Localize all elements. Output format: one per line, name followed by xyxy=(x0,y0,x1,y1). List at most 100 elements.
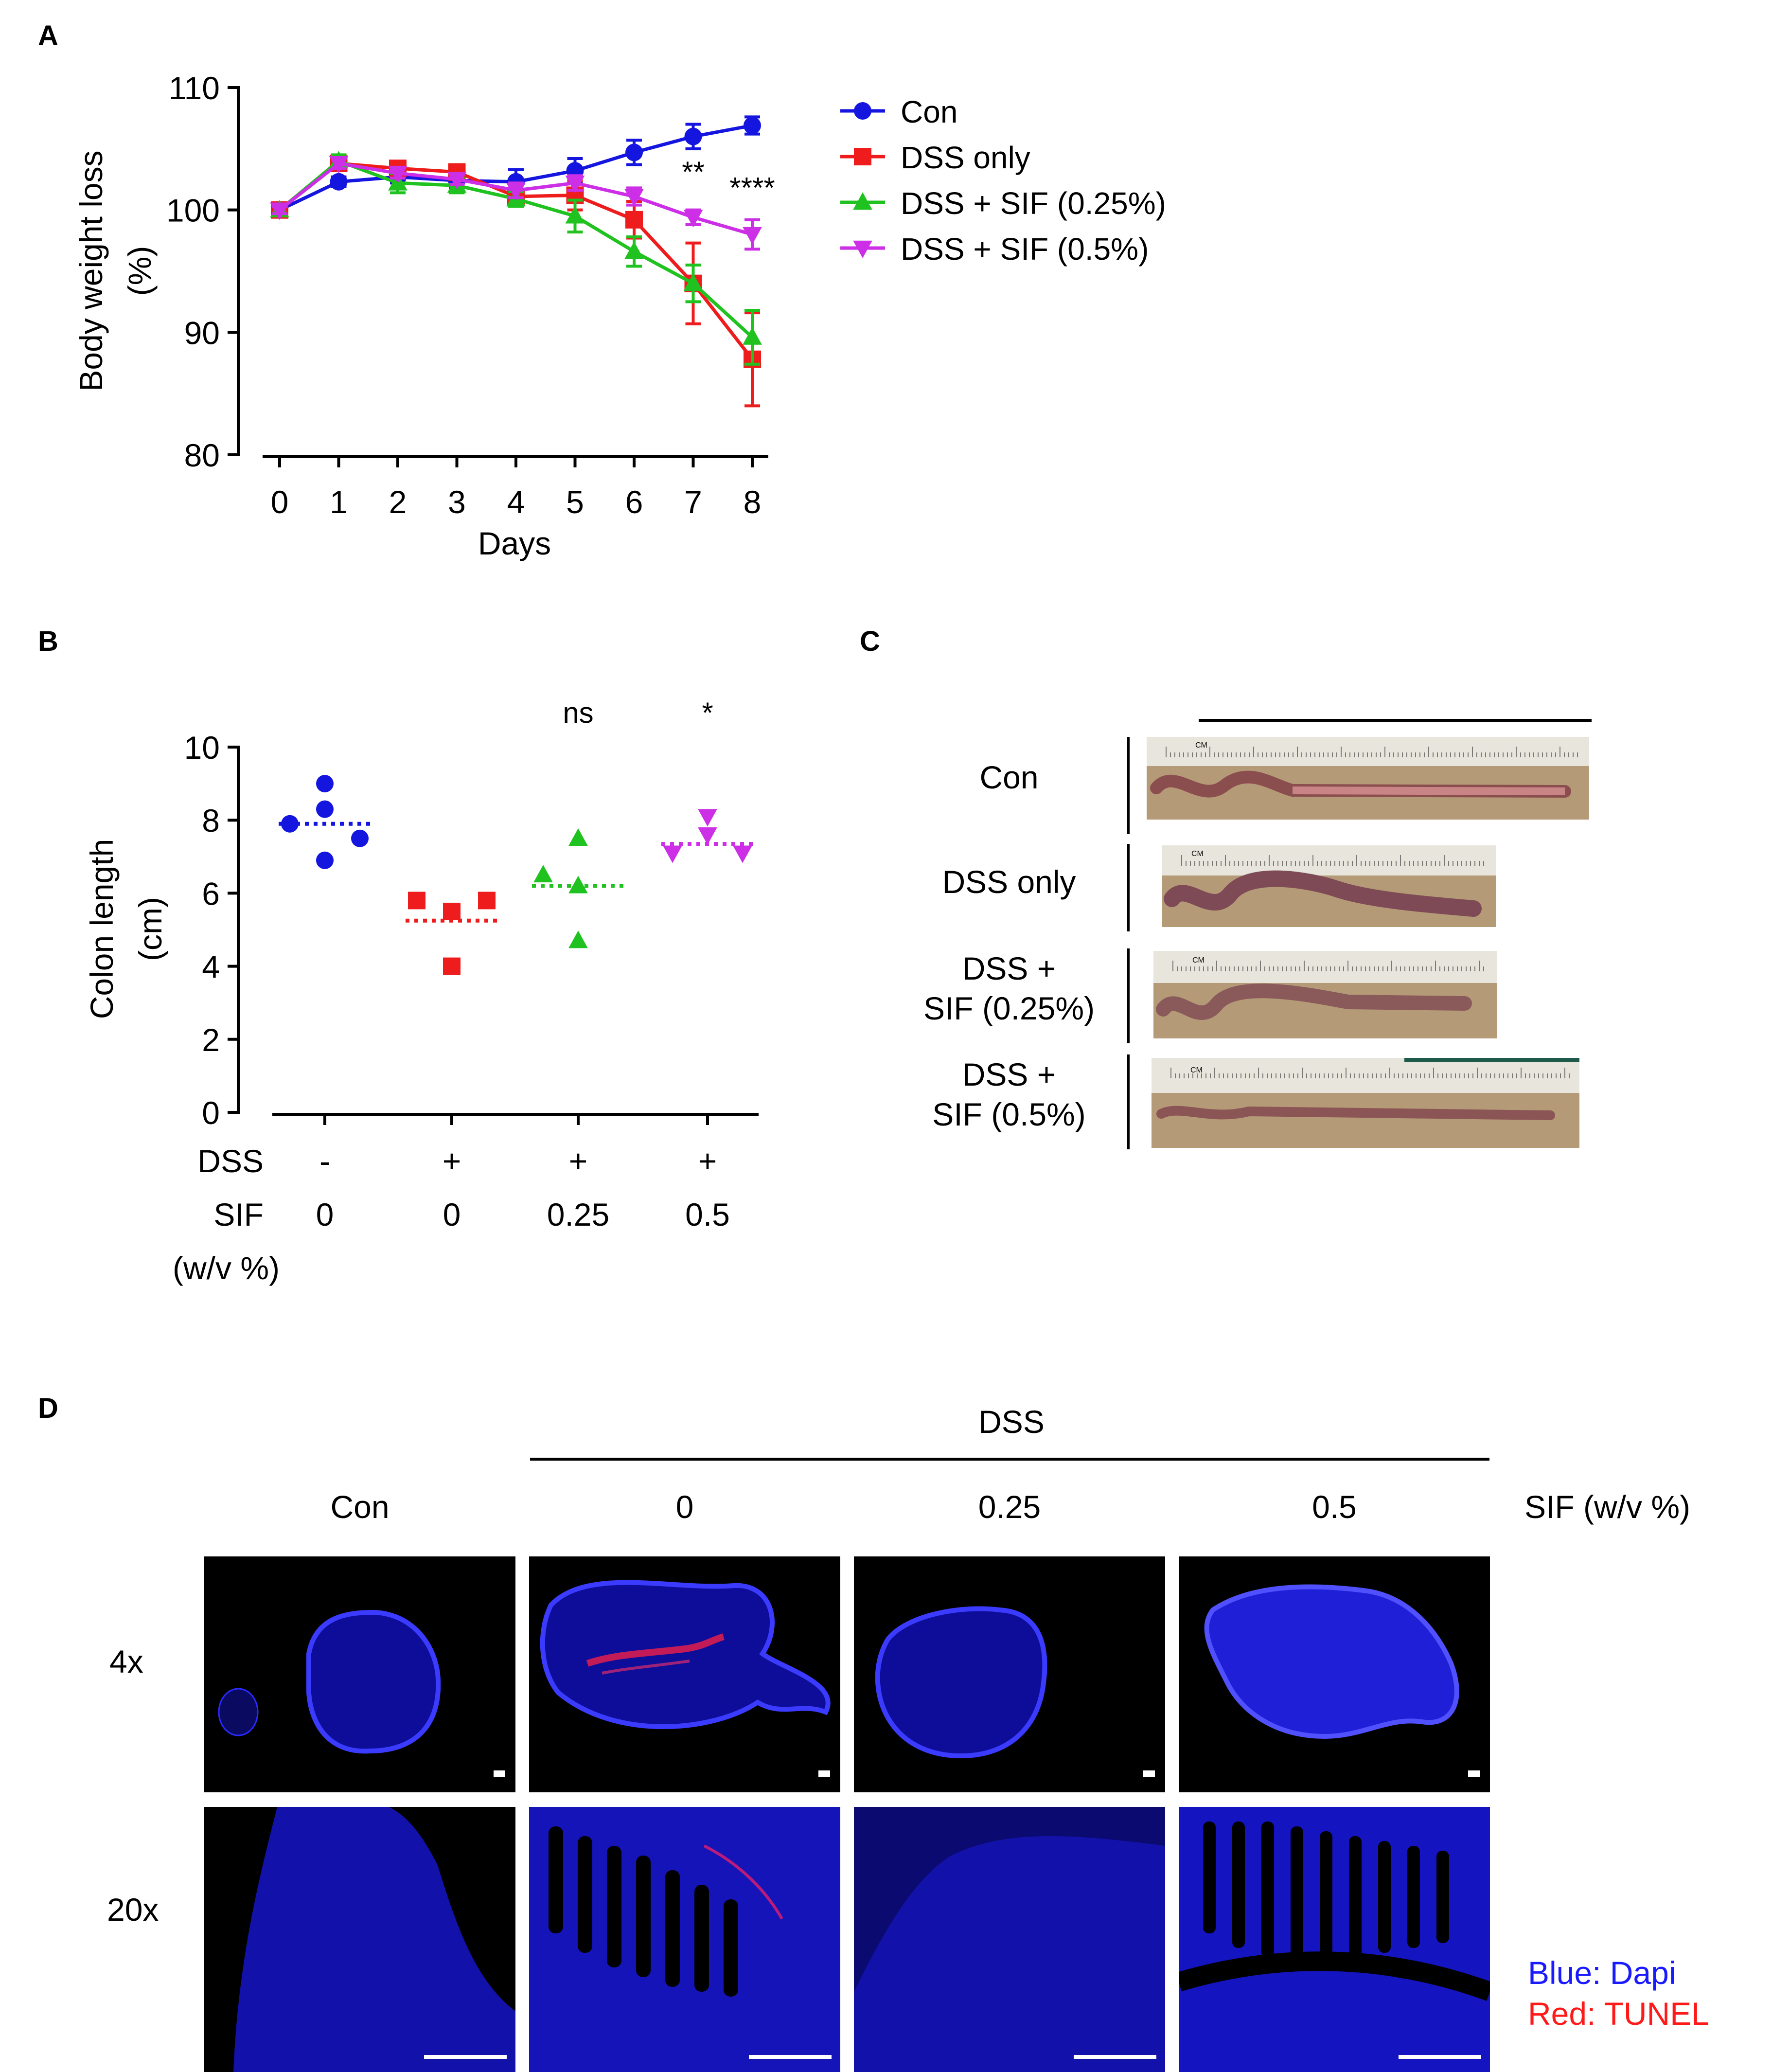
column-label-con: Con xyxy=(330,1489,390,1525)
colon-photo-sif-05: CM xyxy=(1152,1058,1579,1148)
x-tick-label: 5 xyxy=(566,484,584,520)
micrograph-4x-con xyxy=(204,1556,515,1792)
data-point xyxy=(663,845,682,863)
x-tick-label: 2 xyxy=(389,484,407,520)
data-point xyxy=(329,156,349,174)
colon-photo-sif-025-drawing: CM xyxy=(1153,951,1497,1038)
row-value: 0 xyxy=(316,1197,334,1232)
divider-line xyxy=(1127,844,1130,931)
data-point xyxy=(565,176,585,193)
row-value: 0.25 xyxy=(547,1197,609,1232)
data-point xyxy=(698,809,717,827)
colon-photo-con-drawing: CM xyxy=(1147,737,1589,820)
row-value: - xyxy=(319,1143,330,1179)
data-point xyxy=(743,327,762,345)
y-axis-label: Body weight loss xyxy=(73,150,109,391)
data-point xyxy=(388,165,408,183)
data-point xyxy=(733,845,752,863)
legend-label: DSS + SIF (0.5%) xyxy=(901,232,1149,267)
y-tick-label: 100 xyxy=(166,193,220,229)
data-point xyxy=(568,828,588,846)
y-tick-label: 6 xyxy=(202,875,220,911)
divider-line xyxy=(1127,1054,1130,1149)
data-point xyxy=(443,902,461,920)
data-point xyxy=(624,189,644,207)
data-point xyxy=(506,183,526,201)
colon-length-chart: 0 2 4 6 8 10 Colon length (cm) ns * DSS - + + + SIF 0 0 0.… xyxy=(84,697,759,1286)
data-point xyxy=(684,127,702,145)
significance-label: * xyxy=(702,697,713,729)
micrograph-20x-dss-05-drawing xyxy=(1179,1807,1490,2072)
y-tick-label: 110 xyxy=(169,70,220,106)
micrograph-4x-dss-05 xyxy=(1179,1556,1490,1792)
column-label-025: 0.25 xyxy=(978,1489,1041,1525)
y-axis-label-unit: (cm) xyxy=(132,897,168,961)
y-tick-label: 2 xyxy=(202,1022,220,1058)
row-label-sif: SIF xyxy=(213,1197,264,1232)
ruler-cm-label: CM xyxy=(1192,956,1205,965)
micrograph-20x-dss-025 xyxy=(854,1807,1165,2072)
significance-label: **** xyxy=(729,172,775,204)
ruler-cm-label: CM xyxy=(1190,1066,1203,1074)
colon-label-con: Con xyxy=(979,759,1039,795)
data-point xyxy=(624,241,644,259)
data-point xyxy=(316,775,334,793)
x-tick-label: 1 xyxy=(330,484,348,520)
weight-loss-chart: 80 90 100 110 0 1 2 3 4 5 6 7 8 Days Body weight loss (… xyxy=(73,70,1166,561)
row-label-20x: 20x xyxy=(107,1892,159,1928)
colon-label-dss: DSS only xyxy=(942,864,1076,900)
data-point xyxy=(443,957,461,975)
x-tick-label: 8 xyxy=(744,484,762,520)
legend-marker xyxy=(854,102,871,120)
row-value: 0 xyxy=(443,1197,461,1232)
group-0 xyxy=(279,775,371,869)
legend-marker xyxy=(853,240,872,258)
micrograph-4x-con-drawing xyxy=(218,1609,505,1777)
dss-header: DSS xyxy=(978,1404,1045,1440)
row-value: + xyxy=(698,1143,717,1179)
series-3 xyxy=(270,156,762,251)
y-tick-label: 8 xyxy=(202,803,220,839)
group-1 xyxy=(406,892,498,975)
data-point xyxy=(447,172,467,190)
x-tick-label: 7 xyxy=(684,484,702,520)
micrograph-4x-dss-025 xyxy=(854,1556,1165,1792)
y-axis-label-unit: (%) xyxy=(122,246,158,296)
ruler-cm-label: CM xyxy=(1191,850,1204,858)
micrograph-20x-con-drawing xyxy=(204,1807,515,2072)
data-point xyxy=(351,829,369,847)
dss-bracket-line xyxy=(530,1458,1489,1461)
legend-label: DSS + SIF (0.25%) xyxy=(901,186,1166,221)
x-tick-label: 6 xyxy=(625,484,643,520)
y-tick-label: 4 xyxy=(202,949,220,985)
scale-bar xyxy=(1199,719,1592,722)
data-point xyxy=(698,827,717,845)
micrograph-4x-dss-025-drawing xyxy=(875,1606,1155,1777)
data-point xyxy=(408,892,425,910)
data-point xyxy=(683,273,703,291)
y-axis-label: Colon length xyxy=(84,839,120,1019)
data-point xyxy=(533,865,553,883)
legend-red-tunel: Red: TUNEL xyxy=(1528,1996,1709,2032)
group-3 xyxy=(661,809,754,863)
data-point xyxy=(316,851,334,869)
micrograph-4x-dss-0 xyxy=(529,1556,840,1792)
y-tick-label: 90 xyxy=(184,315,220,351)
panel-letter-b: B xyxy=(38,625,58,657)
data-point xyxy=(568,875,588,893)
data-point xyxy=(565,206,585,224)
colon-photo-con: CM xyxy=(1147,737,1589,820)
group-2 xyxy=(532,828,624,948)
x-tick-label: 0 xyxy=(271,484,289,520)
y-axis-label-group: Colon length (cm) xyxy=(84,839,168,1019)
panel-letter-d: D xyxy=(38,1393,58,1424)
y-tick-label: 80 xyxy=(184,437,220,473)
data-point xyxy=(625,143,643,161)
x-tick-label: 3 xyxy=(448,484,466,520)
x-tick-label: 4 xyxy=(507,484,525,520)
micrograph-20x-dss-0-drawing xyxy=(529,1807,840,2072)
y-tick-label: 0 xyxy=(202,1095,220,1131)
ruler-cm-label: CM xyxy=(1195,741,1207,750)
panel-letter-c: C xyxy=(860,625,880,657)
data-point xyxy=(744,117,761,135)
